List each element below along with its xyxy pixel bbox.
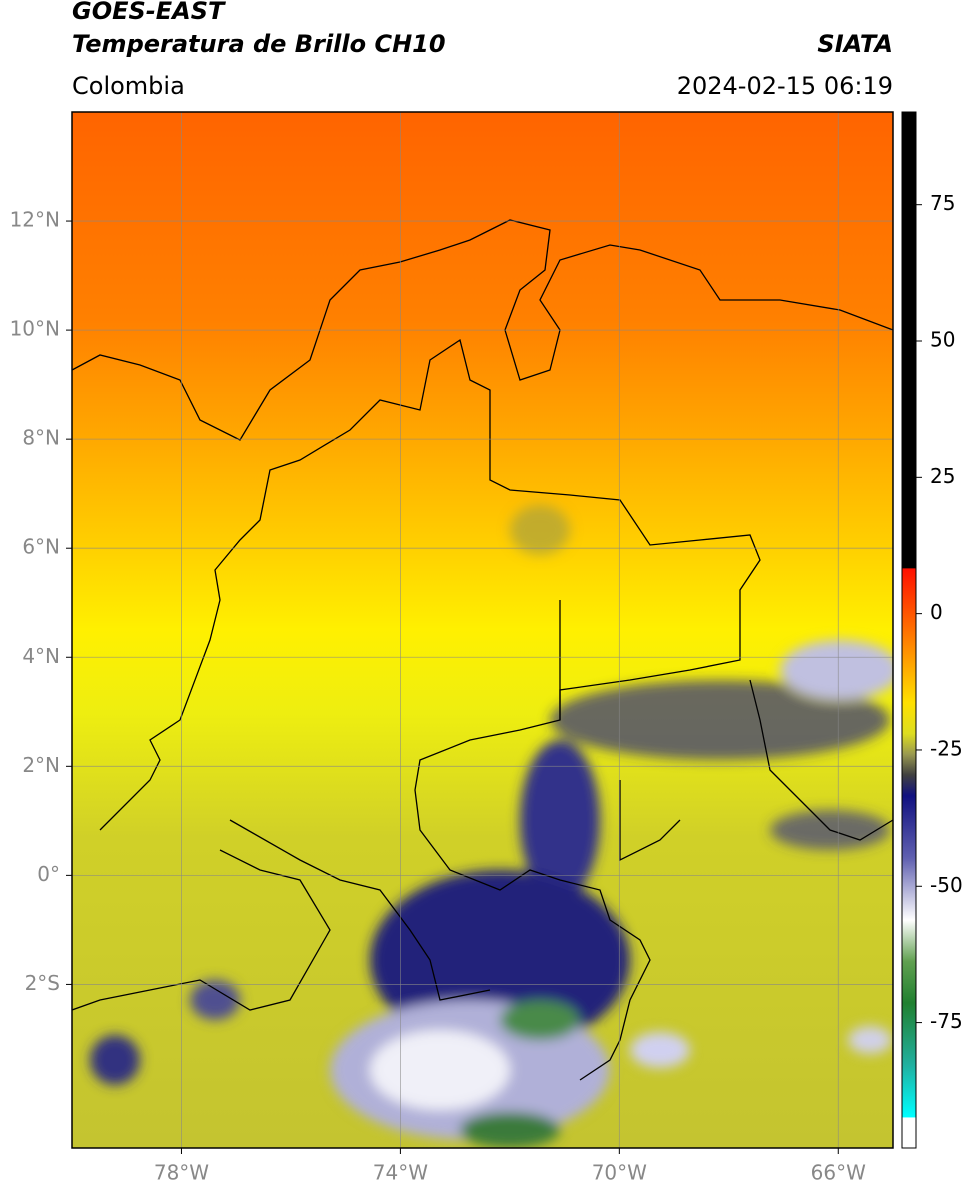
- y-tick-label: 2°S: [25, 971, 60, 995]
- y-tick-label: 4°N: [22, 644, 60, 668]
- x-tick-label: 66°W: [811, 1161, 866, 1185]
- map-frame: [71, 111, 894, 1149]
- source: SIATA: [817, 30, 893, 58]
- y-tick-label: 8°N: [22, 426, 60, 450]
- colorbar-tick-label: 25: [930, 464, 955, 488]
- y-tick-label: 0°: [37, 862, 60, 886]
- x-tick-label: 78°W: [154, 1161, 209, 1185]
- colorbar-tick-label: -75: [930, 1009, 963, 1033]
- y-tick-label: 2°N: [22, 753, 60, 777]
- colorbar: [901, 111, 917, 1149]
- y-tick-label: 6°N: [22, 535, 60, 559]
- graticule: [72, 112, 893, 1148]
- datetime: 2024-02-15 06:19: [677, 72, 893, 100]
- subtitle: Temperatura de Brillo CH10: [72, 30, 446, 58]
- region: Colombia: [72, 72, 185, 100]
- colorbar-tick-label: 75: [930, 191, 955, 215]
- x-tick-label: 74°W: [373, 1161, 428, 1185]
- colorbar-tick-label: 0: [930, 600, 943, 624]
- y-tick-label: 12°N: [10, 208, 60, 232]
- y-tick-label: 10°N: [10, 317, 60, 341]
- satellite-image: [72, 112, 893, 1148]
- colorbar-tick-label: -50: [930, 873, 963, 897]
- x-tick-label: 70°W: [592, 1161, 647, 1185]
- colorbar-tick-label: 50: [930, 328, 955, 352]
- title: GOES-EAST: [72, 0, 226, 25]
- colorbar-tick-label: -25: [930, 736, 963, 760]
